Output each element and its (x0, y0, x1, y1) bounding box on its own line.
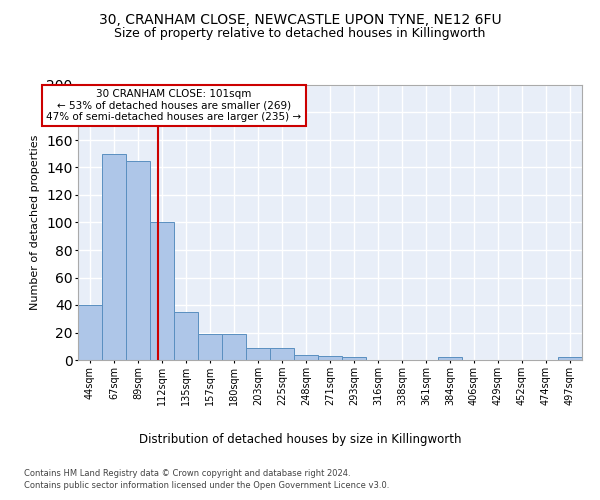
Bar (294, 354, 318, 360)
Bar (246, 348, 270, 360)
Text: 30, CRANHAM CLOSE, NEWCASTLE UPON TYNE, NE12 6FU: 30, CRANHAM CLOSE, NEWCASTLE UPON TYNE, … (98, 12, 502, 26)
Bar (342, 357, 366, 360)
Bar (198, 334, 222, 360)
Bar (558, 357, 582, 360)
Bar (318, 356, 342, 360)
Bar (150, 222, 174, 360)
Text: Contains public sector information licensed under the Open Government Licence v3: Contains public sector information licen… (24, 481, 389, 490)
Text: Contains HM Land Registry data © Crown copyright and database right 2024.: Contains HM Land Registry data © Crown c… (24, 468, 350, 477)
Bar (126, 160, 150, 360)
Y-axis label: Number of detached properties: Number of detached properties (31, 135, 40, 310)
Bar (270, 348, 294, 360)
Bar (222, 334, 246, 360)
Bar (438, 357, 462, 360)
Bar (78, 305, 102, 360)
Bar (174, 312, 198, 360)
Text: 30 CRANHAM CLOSE: 101sqm
← 53% of detached houses are smaller (269)
47% of semi-: 30 CRANHAM CLOSE: 101sqm ← 53% of detach… (46, 89, 302, 122)
Text: Size of property relative to detached houses in Killingworth: Size of property relative to detached ho… (115, 28, 485, 40)
Bar (102, 154, 126, 360)
Text: Distribution of detached houses by size in Killingworth: Distribution of detached houses by size … (139, 432, 461, 446)
